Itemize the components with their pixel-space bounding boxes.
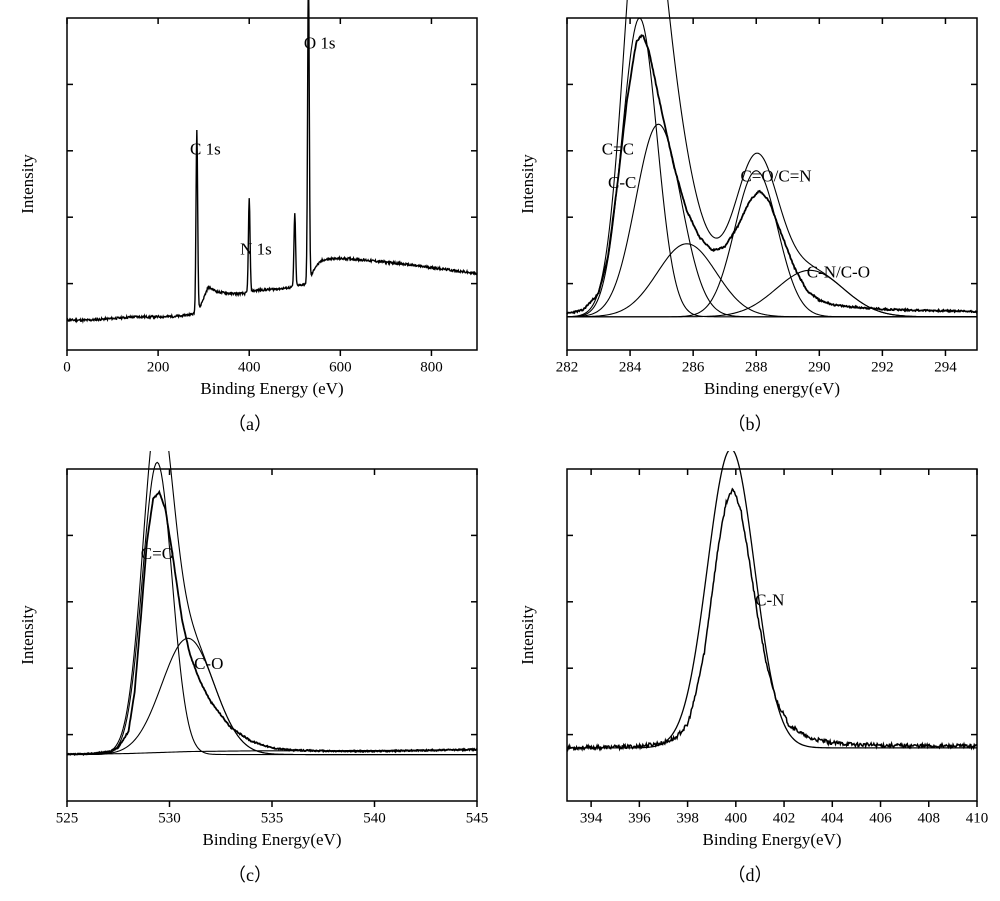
svg-text:C-N/C-O: C-N/C-O	[807, 263, 870, 282]
svg-text:C=O: C=O	[141, 544, 174, 563]
svg-text:Binding Energy (eV): Binding Energy (eV)	[200, 379, 343, 398]
svg-text:C-N: C-N	[755, 590, 784, 609]
svg-text:290: 290	[808, 359, 831, 375]
panel-b: 282 284 286 288 290 292 294 Binding energy(eV) I…	[500, 0, 1000, 451]
svg-text:406: 406	[869, 810, 892, 826]
svg-text:282: 282	[556, 359, 579, 375]
svg-text:286: 286	[682, 359, 705, 375]
panel-a: 0 200 400 600 800 Binding Energy (eV) Intensit…	[0, 0, 500, 451]
panel-c-label: （c）	[228, 861, 272, 887]
panel-a-svg: 0 200 400 600 800 Binding Energy (eV) Intensit…	[5, 0, 495, 408]
svg-text:C=C: C=C	[602, 140, 634, 159]
chart-grid: 0 200 400 600 800 Binding Energy (eV) Intensit…	[0, 0, 1000, 901]
svg-text:284: 284	[619, 359, 642, 375]
panel-b-svg: 282 284 286 288 290 292 294 Binding energy(eV) I…	[505, 0, 995, 408]
svg-text:C=O/C=N: C=O/C=N	[740, 166, 811, 185]
svg-text:398: 398	[676, 810, 699, 826]
svg-text:Intensity: Intensity	[18, 154, 37, 214]
svg-text:0: 0	[63, 359, 71, 375]
svg-text:Binding Energy(eV): Binding Energy(eV)	[203, 829, 342, 848]
panel-d: 394 396 398 400 402 404 406 408 410 Binding Energ…	[500, 451, 1000, 901]
svg-text:288: 288	[745, 359, 768, 375]
svg-text:N 1s: N 1s	[240, 239, 272, 258]
panel-b-label: （b）	[728, 410, 773, 436]
svg-text:545: 545	[466, 810, 489, 826]
panel-c: 525 530 535 540 545 Binding Energy(eV) Intensi…	[0, 451, 500, 901]
svg-text:400: 400	[238, 359, 261, 375]
panel-c-svg: 525 530 535 540 545 Binding Energy(eV) Intensi…	[5, 451, 495, 859]
panel-d-svg: 394 396 398 400 402 404 406 408 410 Binding Energ…	[505, 451, 995, 859]
svg-text:Intensity: Intensity	[18, 604, 37, 664]
svg-text:C-C: C-C	[608, 173, 636, 192]
svg-text:800: 800	[420, 359, 443, 375]
svg-text:C-O: C-O	[194, 653, 223, 672]
svg-text:394: 394	[580, 810, 603, 826]
svg-text:C 1s: C 1s	[190, 140, 221, 159]
svg-text:410: 410	[966, 810, 989, 826]
svg-text:Intensity: Intensity	[518, 154, 537, 214]
svg-text:540: 540	[363, 810, 386, 826]
svg-text:530: 530	[158, 810, 181, 826]
svg-text:Intensity: Intensity	[518, 604, 537, 664]
svg-text:525: 525	[56, 810, 79, 826]
svg-text:O 1s: O 1s	[304, 33, 336, 52]
panel-d-label: （d）	[728, 861, 773, 887]
svg-text:408: 408	[918, 810, 941, 826]
svg-text:404: 404	[821, 810, 844, 826]
svg-text:200: 200	[147, 359, 170, 375]
svg-text:292: 292	[871, 359, 894, 375]
svg-text:600: 600	[329, 359, 352, 375]
svg-text:535: 535	[261, 810, 284, 826]
svg-text:Binding energy(eV): Binding energy(eV)	[704, 379, 840, 398]
svg-text:402: 402	[773, 810, 796, 826]
svg-text:294: 294	[934, 359, 957, 375]
panel-a-label: （a）	[228, 410, 272, 436]
svg-text:Binding Energy(eV): Binding Energy(eV)	[703, 829, 842, 848]
svg-text:400: 400	[725, 810, 748, 826]
svg-text:396: 396	[628, 810, 651, 826]
